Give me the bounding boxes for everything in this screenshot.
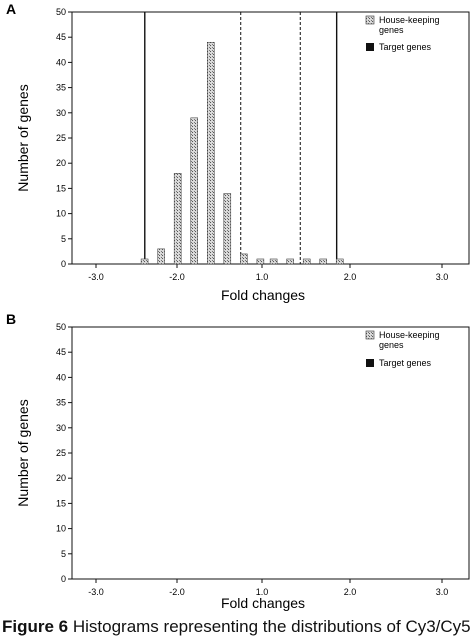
bar-housekeeping bbox=[319, 258, 327, 265]
legend-label-target: Target genes bbox=[379, 358, 432, 368]
y-tick-label: 35 bbox=[56, 83, 66, 93]
legend-swatch-housekeeping bbox=[365, 15, 375, 25]
y-tick-label: 20 bbox=[56, 158, 66, 168]
y-tick-label: 40 bbox=[56, 57, 66, 67]
bar-housekeeping bbox=[269, 258, 278, 265]
x-tick-label: 3.0 bbox=[436, 272, 449, 282]
y-tick-label: 5 bbox=[61, 549, 66, 559]
x-tick-label: -2.0 bbox=[169, 272, 185, 282]
panel-a-x-ticks: -3.0 -2.0 1.0 2.0 3.0 bbox=[88, 264, 448, 282]
y-tick-label: 25 bbox=[56, 448, 66, 458]
y-tick-label: 30 bbox=[56, 423, 66, 433]
x-tick-label: -3.0 bbox=[88, 272, 104, 282]
panel-a-x-label: Fold changes bbox=[221, 287, 305, 303]
y-tick-label: 0 bbox=[61, 574, 66, 584]
bar-housekeeping bbox=[240, 253, 248, 265]
figure-caption-text: Histograms representing the distribution… bbox=[68, 617, 471, 636]
panel-b-y-ticks: 0 5 10 15 20 25 30 35 40 45 50 bbox=[56, 322, 72, 584]
y-tick-label: 20 bbox=[56, 473, 66, 483]
y-tick-label: 25 bbox=[56, 133, 66, 143]
legend-swatch-target bbox=[366, 359, 374, 367]
legend-label-target: Target genes bbox=[379, 42, 432, 52]
bar-housekeeping bbox=[190, 117, 198, 265]
figure-caption: Figure 6 Histograms representing the dis… bbox=[2, 617, 474, 637]
y-tick-label: 35 bbox=[56, 398, 66, 408]
x-tick-label: 2.0 bbox=[344, 272, 357, 282]
y-tick-label: 50 bbox=[56, 322, 66, 332]
figure-caption-label: Figure 6 bbox=[2, 617, 69, 636]
bar-housekeeping bbox=[223, 193, 232, 265]
x-tick-label: 2.0 bbox=[344, 587, 357, 597]
bar-housekeeping bbox=[173, 173, 182, 265]
legend-label-housekeeping-cont: genes bbox=[379, 25, 404, 35]
y-tick-label: 45 bbox=[56, 32, 66, 42]
y-tick-label: 5 bbox=[61, 234, 66, 244]
y-tick-label: 15 bbox=[56, 183, 66, 193]
panel-b-x-ticks: -3.0 -2.0 1.0 2.0 3.0 bbox=[88, 579, 448, 597]
panel-a: A 0 5 10 15 20 25 30 35 40 45 50 -3.0 -2.0 1.0 2.0 3.0… bbox=[6, 1, 470, 303]
x-tick-label: -3.0 bbox=[88, 587, 104, 597]
legend-label-housekeeping: House-keeping bbox=[379, 330, 440, 340]
panel-a-label: A bbox=[6, 1, 16, 17]
y-tick-label: 30 bbox=[56, 108, 66, 118]
bar-housekeeping bbox=[302, 258, 311, 265]
x-tick-label: -2.0 bbox=[169, 587, 185, 597]
panel-a-y-label: Number of genes bbox=[15, 84, 31, 191]
y-tick-label: 10 bbox=[56, 524, 66, 534]
y-tick-label: 45 bbox=[56, 347, 66, 357]
y-tick-label: 50 bbox=[56, 7, 66, 17]
y-tick-label: 15 bbox=[56, 498, 66, 508]
panel-b-legend: House-keeping genes Target genes bbox=[365, 330, 440, 368]
x-tick-label: 1.0 bbox=[256, 587, 269, 597]
panel-a-y-ticks: 0 5 10 15 20 25 30 35 40 45 50 bbox=[56, 7, 72, 269]
bar-housekeeping bbox=[157, 248, 165, 265]
bar-housekeeping bbox=[286, 258, 294, 265]
panel-b: B 0 5 10 15 20 25 30 35 40 45 50 -3.0 -2.0 1.0 2.0 3.0… bbox=[6, 311, 470, 611]
panel-a-threshold-lines bbox=[144, 12, 338, 264]
bar-housekeeping bbox=[140, 258, 149, 265]
panel-a-legend: House-keeping genes Target genes bbox=[365, 15, 440, 52]
panel-a-bars bbox=[140, 41, 344, 265]
panel-b-label: B bbox=[6, 311, 16, 327]
x-tick-label: 3.0 bbox=[436, 587, 449, 597]
legend-label-housekeeping-cont: genes bbox=[379, 340, 404, 350]
bar-housekeeping bbox=[207, 41, 215, 265]
legend-swatch-target bbox=[366, 43, 374, 51]
bar-housekeeping bbox=[336, 258, 344, 265]
x-tick-label: 1.0 bbox=[256, 272, 269, 282]
legend-label-housekeeping: House-keeping bbox=[379, 15, 440, 25]
y-tick-label: 40 bbox=[56, 372, 66, 382]
bar-housekeeping bbox=[256, 258, 265, 265]
legend-swatch-housekeeping bbox=[365, 330, 375, 340]
y-tick-label: 10 bbox=[56, 209, 66, 219]
panel-b-y-label: Number of genes bbox=[15, 399, 31, 506]
y-tick-label: 0 bbox=[61, 259, 66, 269]
panel-b-x-label: Fold changes bbox=[221, 595, 305, 611]
